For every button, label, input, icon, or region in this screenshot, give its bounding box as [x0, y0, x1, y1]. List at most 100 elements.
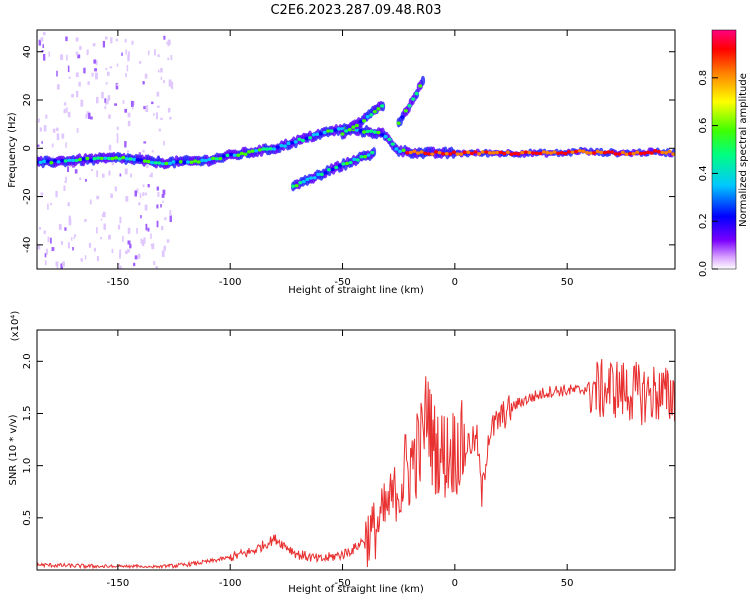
spectrogram-noise-mark [61, 134, 64, 139]
spectrogram-core-mark [351, 125, 355, 128]
spectrogram-noise-mark [156, 204, 158, 208]
y-tick-label: -20 [22, 188, 33, 204]
spectrogram-core-mark [279, 144, 283, 147]
spectrogram-noise-mark [117, 127, 119, 130]
snr-frame [37, 330, 675, 570]
spectrogram-noise-mark [160, 118, 162, 120]
spectrogram-core-mark [348, 128, 352, 131]
spectrogram-core-mark [524, 150, 528, 153]
spectrogram-noise-mark [119, 253, 121, 259]
spectrogram-noise-mark [125, 250, 128, 254]
spectrogram-core-mark [341, 162, 345, 165]
spectrogram-core-mark [344, 129, 348, 132]
spectrogram-noise-mark [166, 42, 168, 44]
colorbar-tick-label: 0.4 [698, 165, 709, 181]
spectrogram-noise-mark [169, 81, 171, 84]
spectrogram-noise-mark [117, 137, 119, 144]
spectrogram-noise-mark [41, 192, 44, 195]
x-tick-label: 50 [561, 277, 574, 288]
spectrogram-noise-mark [103, 212, 106, 217]
spectrogram-core-mark [459, 152, 463, 155]
spectrogram-noise-mark [64, 102, 66, 105]
spectrogram-core-mark [121, 156, 125, 159]
spectrogram-noise-mark [133, 263, 135, 266]
spectrogram-core-mark [509, 152, 513, 155]
spectrogram-noise-mark [45, 115, 47, 119]
spectrogram-noise-mark [142, 239, 144, 246]
spectrogram-core-mark [182, 161, 186, 164]
spectrogram-core-mark [254, 149, 258, 152]
spectrogram-core-mark [355, 124, 359, 127]
spectrogram-core-mark [345, 162, 349, 165]
spectrogram-noise-mark [118, 267, 121, 273]
spectrogram-noise-mark [60, 54, 63, 60]
spectrogram-noise-mark [125, 168, 128, 174]
spectrogram-core-mark [369, 113, 373, 116]
spectrogram-core-mark [103, 156, 107, 159]
spectrogram-core-mark [236, 154, 240, 157]
spectrogram-noise-mark [167, 239, 170, 242]
spectrogram-core-mark [370, 151, 374, 154]
spectrogram-core-mark [578, 149, 582, 152]
spectrogram-core-mark [315, 133, 319, 136]
spectrogram-noise-mark [135, 255, 138, 259]
snr-x-label: Height of straight line (km) [288, 584, 424, 595]
spectrogram-noise-mark [87, 49, 89, 53]
y-tick-label: 1.0 [22, 458, 33, 474]
spectrogram-core-mark [208, 158, 212, 161]
spectrogram-core-mark [366, 115, 370, 118]
spectrogram-core-mark [261, 147, 265, 150]
spectrogram-noise-mark [157, 54, 159, 57]
spectrogram-noise-mark [78, 82, 80, 87]
spectrogram-core-mark [407, 104, 411, 107]
spectrogram-noise-mark [145, 224, 147, 231]
spectrogram-noise-mark [64, 109, 66, 113]
spectrogram-core-mark [338, 164, 342, 167]
spectrogram-core-mark [211, 157, 215, 160]
spectrogram-core-mark [373, 130, 377, 133]
spectrogram-noise-mark [44, 125, 47, 131]
colorbar-tick-label: 0.6 [698, 118, 709, 134]
spectrogram-core-mark [397, 121, 401, 124]
spectrogram-x-label: Height of straight line (km) [288, 285, 424, 296]
spectrogram-core-mark [427, 152, 431, 155]
spectrogram-noise-mark [125, 73, 127, 77]
spectrogram-core-mark [567, 150, 571, 153]
spectrogram-noise-mark [125, 50, 127, 55]
spectrogram-core-mark [452, 150, 456, 153]
spectrogram-noise-mark [52, 143, 54, 147]
spectrogram-core-mark [89, 159, 93, 162]
spectrogram-noise-mark [140, 193, 142, 198]
spectrogram-core-mark [650, 151, 654, 154]
spectrogram-noise-mark [145, 105, 148, 112]
spectrogram-core-mark [193, 159, 197, 162]
y-tick-label: -40 [22, 237, 33, 253]
spectrogram-core-mark [668, 150, 672, 153]
spectrogram-noise-mark [157, 92, 160, 97]
spectrogram-noise-mark [67, 202, 69, 206]
spectrogram-noise-mark [162, 250, 165, 257]
spectrogram-noise-mark [90, 116, 93, 119]
spectrogram-core-mark [474, 150, 478, 153]
spectrogram-core-mark [168, 162, 172, 165]
spectrogram-core-mark [411, 97, 415, 100]
spectrogram-noise-mark [42, 44, 44, 48]
spectrogram-noise-mark [157, 192, 159, 197]
spectrogram-core-mark [477, 152, 481, 155]
spectrogram-core-mark [64, 159, 68, 162]
snr-panel: -150 -100 -50 0 50 0.5 1.0 1.5 2.0 Height of st… [8, 311, 675, 595]
spectrogram-noise-mark [127, 65, 129, 71]
spectrogram-core-mark [107, 157, 111, 160]
spectrogram-noise-mark [71, 237, 73, 240]
spectrogram-noise-mark [77, 128, 79, 133]
spectrogram-noise-mark [79, 178, 81, 180]
spectrogram-core-mark [624, 152, 628, 155]
spectrogram-core-mark [384, 135, 388, 138]
spectrogram-core-mark [334, 166, 338, 169]
spectrogram-core-mark [495, 151, 499, 154]
spectrogram-noise-mark [43, 54, 45, 61]
spectrogram-core-mark [233, 154, 237, 157]
x-tick-label: -150 [107, 277, 130, 288]
spectrogram-core-mark [418, 84, 422, 87]
spectrogram-noise-mark [85, 255, 87, 259]
